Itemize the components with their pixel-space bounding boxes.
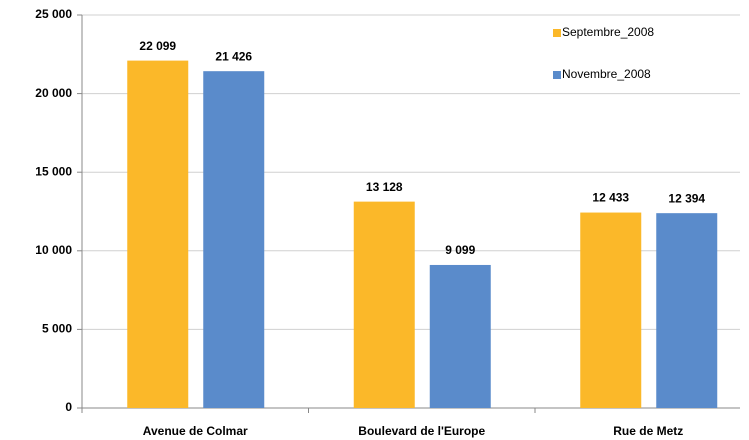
value-label: 9 099 [445, 243, 475, 257]
bar [429, 264, 491, 408]
x-tick-label: Boulevard de l'Europe [358, 424, 485, 438]
y-tick-label: 20 000 [35, 86, 72, 100]
bar [580, 212, 642, 408]
value-label: 12 394 [668, 191, 705, 205]
y-tick-label: 15 000 [35, 164, 72, 178]
x-tick-label: Rue de Metz [613, 424, 683, 438]
value-label: 22 099 [139, 39, 176, 53]
legend-swatch [553, 71, 561, 79]
bar [127, 60, 189, 408]
y-tick-label: 5 000 [42, 322, 72, 336]
value-label: 12 433 [592, 191, 629, 205]
bar [203, 71, 265, 408]
value-label: 13 128 [366, 180, 403, 194]
legend-swatch [553, 29, 561, 37]
x-tick-label: Avenue de Colmar [143, 424, 248, 438]
bar [353, 201, 415, 408]
y-tick-label: 0 [65, 400, 72, 414]
y-tick-label: 25 000 [35, 7, 72, 21]
bar [656, 213, 718, 408]
value-label: 21 426 [215, 49, 252, 63]
legend-label: Novembre_2008 [562, 67, 651, 81]
y-tick-label: 10 000 [35, 243, 72, 257]
legend-label: Septembre_2008 [562, 25, 654, 39]
